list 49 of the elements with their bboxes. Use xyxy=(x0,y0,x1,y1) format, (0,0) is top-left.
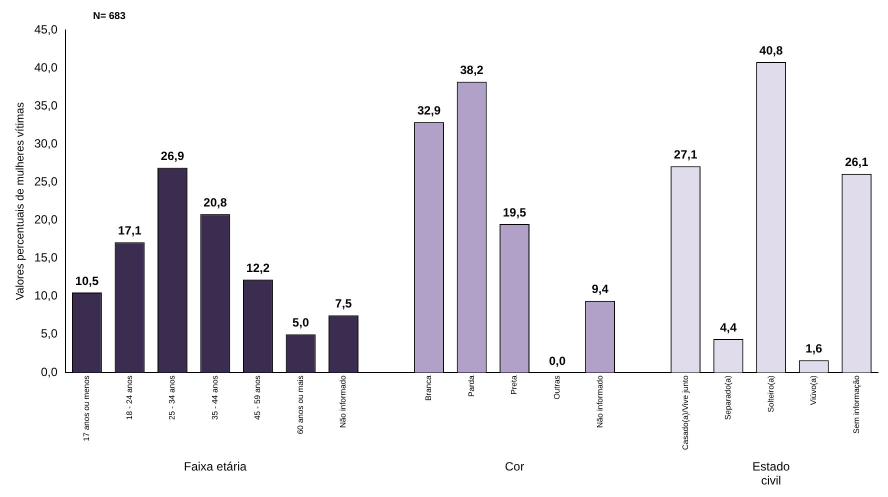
y-axis-title: Valores percentuais de mulheres vítimas xyxy=(14,102,27,300)
x-tick-label: 35 - 44 anos xyxy=(210,375,220,420)
y-tick-label: 25,0 xyxy=(34,174,58,189)
data-label: 26,1 xyxy=(844,155,869,170)
x-tick-label: Viúvo(a) xyxy=(809,375,818,406)
data-label: 20,8 xyxy=(204,195,228,210)
x-tick-label: Solteiro(a) xyxy=(766,375,776,412)
data-label: 5,0 xyxy=(292,316,310,330)
x-tick-label: Sem informação xyxy=(852,374,861,434)
x-tick-label: Preta xyxy=(510,374,519,395)
x-tick-label: Outras xyxy=(552,375,562,400)
data-label: 12,2 xyxy=(246,260,270,275)
data-label: 17,1 xyxy=(118,224,142,238)
y-tick-label: 30,0 xyxy=(34,136,58,150)
text: Cor xyxy=(504,459,524,474)
data-label: 26,9 xyxy=(160,149,184,164)
y-tick-label: 45,0 xyxy=(34,22,58,36)
x-tick-label: 18 - 24 anos xyxy=(124,375,134,420)
data-label: 38,2 xyxy=(460,63,484,78)
data-label: 40,8 xyxy=(759,43,784,58)
x-tick-label: Branca xyxy=(424,374,434,401)
data-label: 1,6 xyxy=(806,342,823,356)
data-label: 27,1 xyxy=(674,148,698,162)
data-label: 10,5 xyxy=(75,274,99,288)
y-tick-label: 35,0 xyxy=(34,98,58,112)
y-tick-label: 10,0 xyxy=(34,288,58,303)
x-tick-label: Não informado xyxy=(595,374,604,428)
y-tick-label: 15,0 xyxy=(34,250,58,265)
y-tick-label: 5,0 xyxy=(40,326,58,341)
data-label: 4,4 xyxy=(720,320,738,334)
text: Estado civil xyxy=(752,459,790,488)
text: N= 683 xyxy=(93,10,126,22)
data-label: 0,0 xyxy=(548,354,566,368)
y-tick-label: 40,0 xyxy=(34,60,58,74)
data-label: 32,9 xyxy=(417,103,442,118)
x-tick-label: 25 - 34 anos xyxy=(168,375,177,420)
x-tick-label: Parda xyxy=(466,374,476,397)
text: Faixa etária xyxy=(184,459,247,474)
data-label: 9,4 xyxy=(592,282,609,296)
data-label: 7,5 xyxy=(335,296,352,311)
x-tick-label: Separado(a) xyxy=(724,375,733,420)
x-tick-label: Casado(a)/Vive junto xyxy=(680,374,690,450)
x-tick-label: 60 anos ou mais xyxy=(296,375,305,434)
data-label: 19,5 xyxy=(502,205,527,220)
y-tick-label: 20,0 xyxy=(34,212,58,227)
y-tick-label: 0,0 xyxy=(40,364,58,379)
x-tick-label: 17 anos ou menos xyxy=(82,375,92,442)
x-tick-label: Não informado xyxy=(338,374,348,428)
x-tick-label: 45 - 59 anos xyxy=(253,375,262,420)
